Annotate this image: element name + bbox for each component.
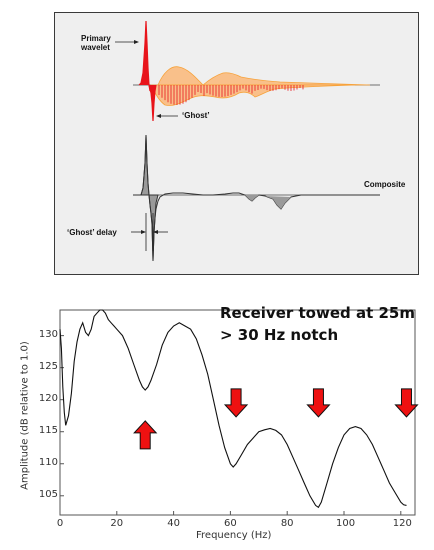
y-tick-label: 120 — [38, 392, 58, 404]
y-tick-label: 125 — [38, 360, 58, 372]
x-tick-label: 40 — [167, 518, 180, 529]
notch-arrows — [133, 388, 419, 450]
x-tick-label: 120 — [392, 518, 412, 529]
y-tick-label: 110 — [38, 456, 58, 468]
wavelet-diagram-panel: Primary wavelet ‘Ghost’ Composite ‘Ghost… — [54, 12, 419, 275]
wavelet-diagram — [115, 20, 380, 262]
ghost-label: ‘Ghost’ — [182, 111, 210, 120]
x-tick-label: 20 — [110, 518, 124, 529]
notch-arrow-up — [133, 420, 158, 450]
ghost-envelope-lower — [150, 84, 356, 106]
notch-arrow-down — [394, 388, 419, 418]
x-axis-title: Frequency (Hz) — [196, 530, 272, 541]
primary-label-line2: wavelet — [81, 43, 110, 52]
plot-frame — [59, 309, 416, 516]
spectrum-chart: Receiver towed at 25m > 30 Hz notch 0 20 4… — [0, 290, 434, 550]
headline-line1: Receiver towed at 25m — [220, 304, 415, 322]
y-tick-label: 130 — [38, 328, 58, 340]
ghost-delay-arrow-left — [141, 230, 146, 234]
spectrum-chart-svg — [59, 309, 419, 516]
primary-wavelet — [138, 20, 152, 92]
ghost-delay-label: ‘Ghost’ delay — [67, 228, 119, 237]
axis-ticks — [59, 335, 402, 515]
primary-leader-arrow — [134, 40, 139, 44]
composite-trace — [133, 134, 380, 262]
x-tick-label: 0 — [56, 518, 64, 529]
primary-wavelet-label: Primary wavelet — [81, 34, 111, 52]
notch-arrow-down — [306, 388, 331, 418]
ghost-stripes — [158, 85, 304, 105]
y-tick-label: 105 — [38, 488, 58, 500]
ghost-wavelet — [148, 84, 157, 122]
primary-label-line1: Primary — [81, 34, 111, 43]
composite-small-lobe — [245, 195, 291, 209]
ghost-delay-arrow-right — [153, 230, 158, 234]
x-tick-label: 100 — [336, 518, 356, 529]
ghost-leader-arrow — [156, 114, 161, 118]
notch-arrow-down — [223, 388, 249, 418]
y-tick-label: 115 — [38, 424, 58, 436]
spectrum-line — [59, 309, 407, 509]
composite-label: Composite — [364, 180, 406, 189]
headline-line2: > 30 Hz notch — [220, 326, 339, 344]
y-axis-title: Amplitude (dB relative to 1.0) — [19, 341, 31, 490]
x-tick-label: 80 — [280, 518, 294, 529]
ghost-envelope-upper — [157, 66, 371, 86]
x-tick-label: 60 — [224, 518, 237, 529]
